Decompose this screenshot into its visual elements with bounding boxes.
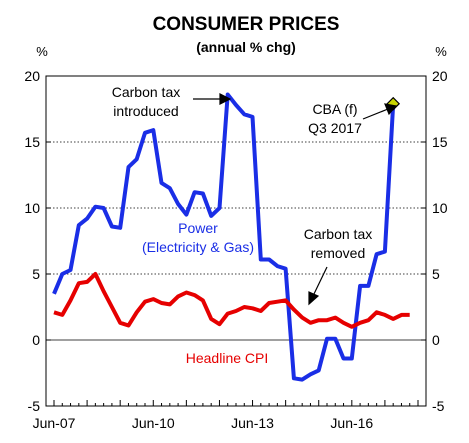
carbon-removed-label-2: removed bbox=[311, 245, 365, 261]
carbon-removed-arrowhead bbox=[308, 291, 320, 306]
y-tick-label-right: -5 bbox=[432, 398, 445, 414]
x-tick-label: Jun-10 bbox=[132, 415, 175, 431]
power-series-label-2: (Electricity & Gas) bbox=[142, 239, 254, 255]
y-tick-label-left: 10 bbox=[24, 200, 40, 216]
y-tick-label-left: 15 bbox=[24, 134, 40, 150]
annotation-arrows bbox=[193, 93, 398, 306]
carbon-intro-arrowhead bbox=[219, 93, 232, 105]
y-tick-label-left: -5 bbox=[28, 398, 41, 414]
y-tick-label-right: 0 bbox=[432, 332, 440, 348]
carbon-intro-label-1: Carbon tax bbox=[112, 84, 180, 100]
forecast-label-1: CBA (f) bbox=[312, 101, 357, 117]
y-tick-label-right: 15 bbox=[432, 134, 448, 150]
x-tick-label: Jun-07 bbox=[33, 415, 76, 431]
grid-lines bbox=[46, 141, 426, 341]
x-tick-label: Jun-13 bbox=[231, 415, 274, 431]
axis-ticks: -5 -5 0 0 5 5 10 10 15 15 20 20 Jun-07 Jun-10 Jun-13 Ju… bbox=[24, 68, 447, 431]
cpi-series-label: Headline CPI bbox=[186, 350, 269, 366]
y-tick-label-right: 20 bbox=[432, 68, 448, 84]
chart-title: CONSUMER PRICES bbox=[153, 14, 340, 35]
cpi-series-line bbox=[53, 272, 410, 329]
x-tick-label: Jun-16 bbox=[330, 415, 373, 431]
forecast-arrow bbox=[362, 108, 389, 120]
y-unit-right: % bbox=[435, 44, 447, 59]
power-series-line bbox=[52, 92, 396, 382]
y-tick-label-left: 5 bbox=[32, 266, 40, 282]
forecast-arrowhead bbox=[384, 103, 398, 116]
carbon-removed-arrow bbox=[312, 266, 328, 297]
power-series-label-1: Power bbox=[178, 220, 218, 236]
y-tick-label-right: 10 bbox=[432, 200, 448, 216]
y-tick-label-left: 0 bbox=[32, 332, 40, 348]
chart-subtitle: (annual % chg) bbox=[196, 39, 296, 55]
carbon-removed-label-1: Carbon tax bbox=[304, 226, 372, 242]
y-unit-left: % bbox=[36, 44, 48, 59]
carbon-intro-label-2: introduced bbox=[113, 103, 178, 119]
forecast-label-2: Q3 2017 bbox=[308, 120, 362, 136]
y-tick-label-right: 5 bbox=[432, 266, 440, 282]
y-tick-label-left: 20 bbox=[24, 68, 40, 84]
